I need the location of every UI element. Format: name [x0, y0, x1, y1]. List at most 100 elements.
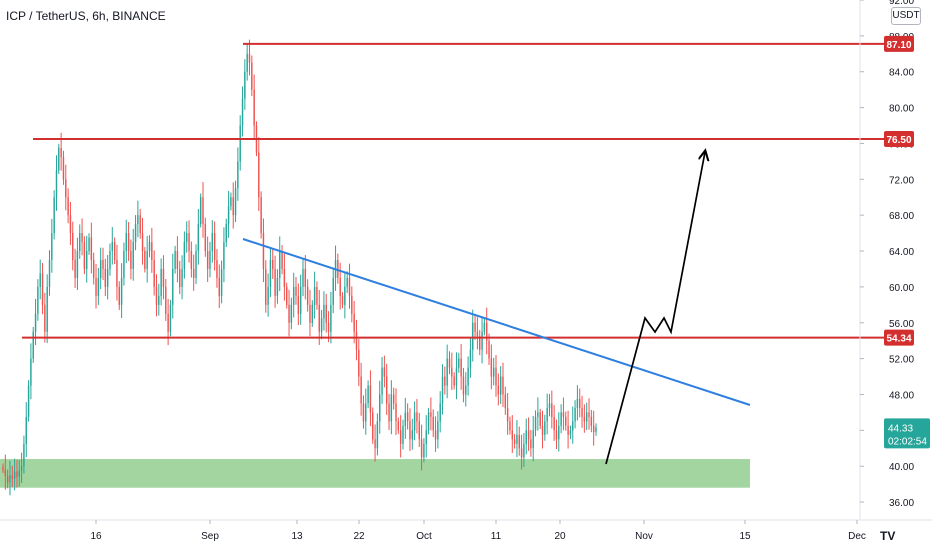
candle-body: [565, 416, 567, 426]
candle-body: [479, 336, 481, 350]
price-tick-label: 80.00: [889, 104, 914, 115]
current-price-tag: [884, 418, 930, 449]
candle-body: [490, 358, 493, 377]
candle-body: [292, 286, 295, 305]
candle-body: [397, 421, 400, 431]
candle-body: [169, 304, 172, 332]
candle-body: [430, 412, 432, 417]
candle-body: [576, 398, 579, 408]
time-tick-label: Nov: [635, 531, 653, 542]
candle-body: [581, 407, 583, 417]
candle-body: [416, 412, 418, 422]
candle-body: [385, 376, 388, 404]
candle-body: [448, 358, 451, 368]
tradingview-logo[interactable]: TV: [880, 529, 896, 543]
candle-body: [9, 475, 11, 483]
candle-body: [355, 331, 358, 350]
candle-body: [481, 331, 483, 350]
candle-body: [544, 421, 546, 435]
candle-body: [116, 260, 118, 287]
candle-body: [467, 367, 469, 386]
candle-body: [518, 434, 520, 449]
candle-body: [234, 188, 237, 216]
candle-body: [99, 260, 102, 278]
price-tick-label: 84.00: [889, 68, 914, 79]
candle-body: [11, 475, 14, 479]
candle-body: [232, 197, 234, 216]
candle-body: [425, 430, 427, 444]
candle-body: [358, 349, 360, 377]
candle-body: [123, 251, 125, 278]
support-zone[interactable]: [0, 459, 750, 488]
candle-body: [276, 277, 279, 296]
candle-body: [58, 147, 60, 171]
candle-body: [525, 430, 527, 444]
support-zone-layer: [0, 459, 750, 488]
candle-body: [279, 251, 281, 278]
time-axis-ticks[interactable]: 16 Sep 13 22 Oct 11 20 Nov 15 Dec: [90, 520, 866, 542]
candle-body: [23, 443, 25, 467]
candle-body: [381, 367, 383, 395]
candle-body: [427, 412, 430, 431]
candle-body: [453, 376, 455, 386]
candle-body: [418, 421, 420, 440]
candle-body: [176, 251, 179, 269]
candle-body: [88, 237, 90, 252]
candle-body: [316, 286, 318, 305]
candle-body: [188, 233, 190, 252]
candle-body: [30, 358, 32, 386]
candle-body: [48, 260, 51, 287]
candle-body: [158, 295, 160, 305]
candle-body: [2, 467, 4, 470]
candle-body: [369, 385, 372, 413]
candle-body: [132, 242, 134, 269]
candle-body: [337, 260, 339, 278]
candle-body: [311, 304, 314, 323]
candle-body: [62, 156, 65, 180]
candle-body: [127, 233, 130, 252]
candle-body: [218, 277, 220, 296]
candle-body: [344, 286, 346, 305]
candle-body: [76, 251, 79, 278]
candle-body: [404, 412, 407, 426]
candle-body: [499, 376, 502, 395]
price-level-label: 87.10: [886, 40, 911, 51]
candle-body: [274, 268, 276, 296]
candle-body: [411, 430, 414, 440]
candle-body: [285, 286, 288, 305]
currency-badge[interactable]: USDT: [891, 7, 921, 25]
price-tick-label: 72.00: [889, 175, 914, 186]
candle-body: [558, 425, 560, 440]
candle-body: [485, 322, 488, 341]
candle-body: [260, 197, 262, 234]
candle-body: [399, 430, 402, 444]
candle-body: [585, 412, 588, 422]
candle-body: [304, 268, 307, 287]
candle-body: [165, 286, 167, 314]
candle-body: [60, 147, 62, 157]
candle-body: [520, 448, 523, 458]
candle-body: [409, 421, 411, 440]
time-tick-label: 16: [90, 531, 102, 542]
candle-body: [574, 407, 576, 422]
price-level-tag: [884, 130, 914, 147]
candle-body: [420, 439, 423, 458]
candle-body: [220, 268, 223, 296]
candle-body: [27, 385, 30, 417]
candle-body: [174, 251, 176, 269]
candle-body: [553, 416, 555, 431]
candle-body: [532, 430, 534, 449]
candle-body: [151, 242, 153, 260]
price-level-lines: [22, 42, 884, 339]
projection-path[interactable]: [605, 152, 705, 465]
candle-body: [497, 385, 500, 395]
candle-body: [39, 273, 41, 287]
candle-body: [488, 340, 490, 359]
candle-body: [141, 233, 144, 252]
resistance-trendline[interactable]: [242, 238, 751, 406]
candle-body: [392, 394, 395, 404]
time-tick-label: 20: [554, 531, 566, 542]
candle-body: [6, 476, 9, 483]
candle-body: [588, 412, 590, 417]
